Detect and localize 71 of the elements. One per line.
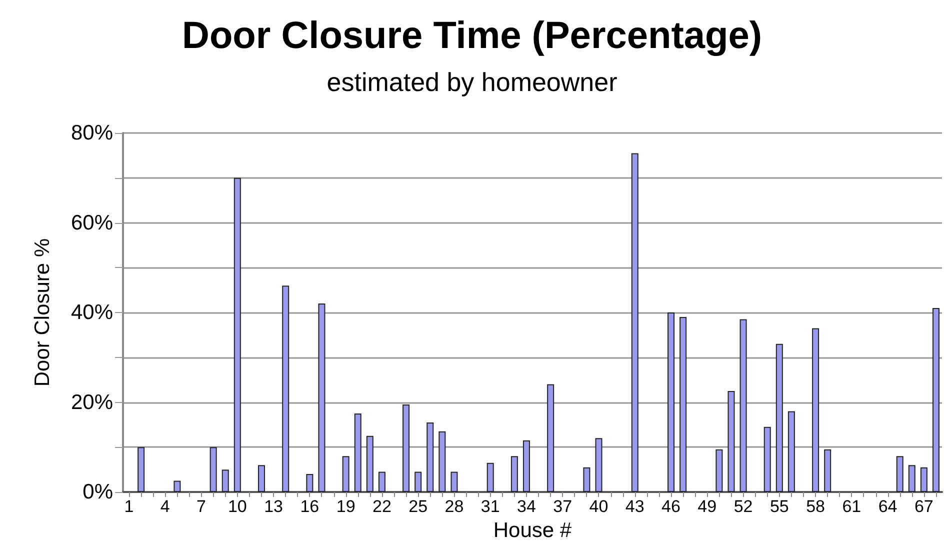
x-tick-label: 7 (196, 497, 206, 516)
x-tick-label: 40 (589, 497, 608, 516)
x-tick-label: 67 (914, 497, 934, 516)
bar (282, 286, 290, 492)
bar (438, 431, 446, 492)
bar (920, 467, 928, 492)
bar (258, 465, 266, 492)
x-tick-label: 1 (124, 497, 134, 516)
x-tick-label: 52 (734, 497, 753, 516)
bar (450, 472, 458, 492)
x-tick-label: 58 (806, 497, 825, 516)
x-axis-title: House # (493, 518, 572, 542)
bar (426, 422, 434, 492)
x-tick-label: 31 (480, 497, 500, 516)
bar (306, 474, 314, 492)
x-tick-label: 46 (662, 497, 680, 516)
bar (522, 440, 530, 492)
bar (788, 411, 795, 492)
x-tick-label: 28 (444, 497, 464, 516)
chart-subtitle: estimated by homeowner (326, 67, 618, 97)
bar (668, 312, 675, 492)
bar (896, 456, 904, 492)
x-tick-label: 19 (336, 497, 356, 516)
x-tick-label: 61 (842, 497, 862, 516)
bar (776, 344, 783, 492)
x-tick-label: 22 (372, 497, 392, 516)
x-tick-label: 43 (625, 497, 644, 516)
x-tick-label: 25 (408, 497, 428, 516)
bar (138, 447, 145, 492)
bar (234, 178, 241, 492)
bar (595, 438, 602, 492)
chart-title: Door Closure Time (Percentage) (182, 15, 762, 57)
x-tick-label: 34 (517, 497, 536, 516)
bar (740, 319, 747, 492)
y-tick-label: 0% (82, 480, 113, 504)
y-tick-label: 20% (70, 390, 113, 414)
x-tick-label: 64 (878, 497, 898, 516)
bar (680, 316, 687, 492)
bar (764, 426, 771, 492)
bar (908, 465, 916, 492)
x-tick-label: 16 (300, 497, 320, 516)
bar (824, 449, 832, 492)
bar (932, 308, 940, 492)
bar (414, 472, 422, 492)
y-tick-label: 40% (70, 301, 113, 324)
x-tick-label: 10 (228, 497, 247, 516)
x-tick-label: 4 (160, 497, 170, 516)
x-tick-label: 49 (698, 497, 717, 516)
bar (716, 449, 723, 492)
bar (174, 480, 181, 492)
bar (222, 470, 229, 492)
bar (366, 436, 374, 492)
y-tick-label: 60% (70, 211, 113, 234)
bar (510, 456, 518, 492)
y-tick-label: 80% (70, 122, 113, 144)
bar (354, 413, 362, 492)
bar (583, 467, 590, 492)
y-axis-title: Door Closure % (31, 238, 54, 387)
bar (631, 153, 638, 492)
x-tick-label: 13 (264, 497, 284, 516)
bar (318, 304, 326, 492)
bar (210, 447, 217, 492)
bar (547, 384, 554, 492)
bar (486, 462, 494, 492)
bar (342, 456, 350, 492)
bar (378, 472, 386, 492)
bar (402, 404, 410, 492)
bar (728, 391, 735, 492)
x-tick-label: 37 (553, 497, 572, 516)
bar (812, 328, 820, 492)
x-tick-label: 55 (770, 497, 789, 516)
